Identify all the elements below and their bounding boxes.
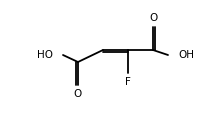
Text: O: O xyxy=(149,13,157,23)
Text: O: O xyxy=(74,89,82,99)
Text: F: F xyxy=(125,77,131,87)
Text: OH: OH xyxy=(178,50,194,60)
Text: HO: HO xyxy=(37,50,53,60)
